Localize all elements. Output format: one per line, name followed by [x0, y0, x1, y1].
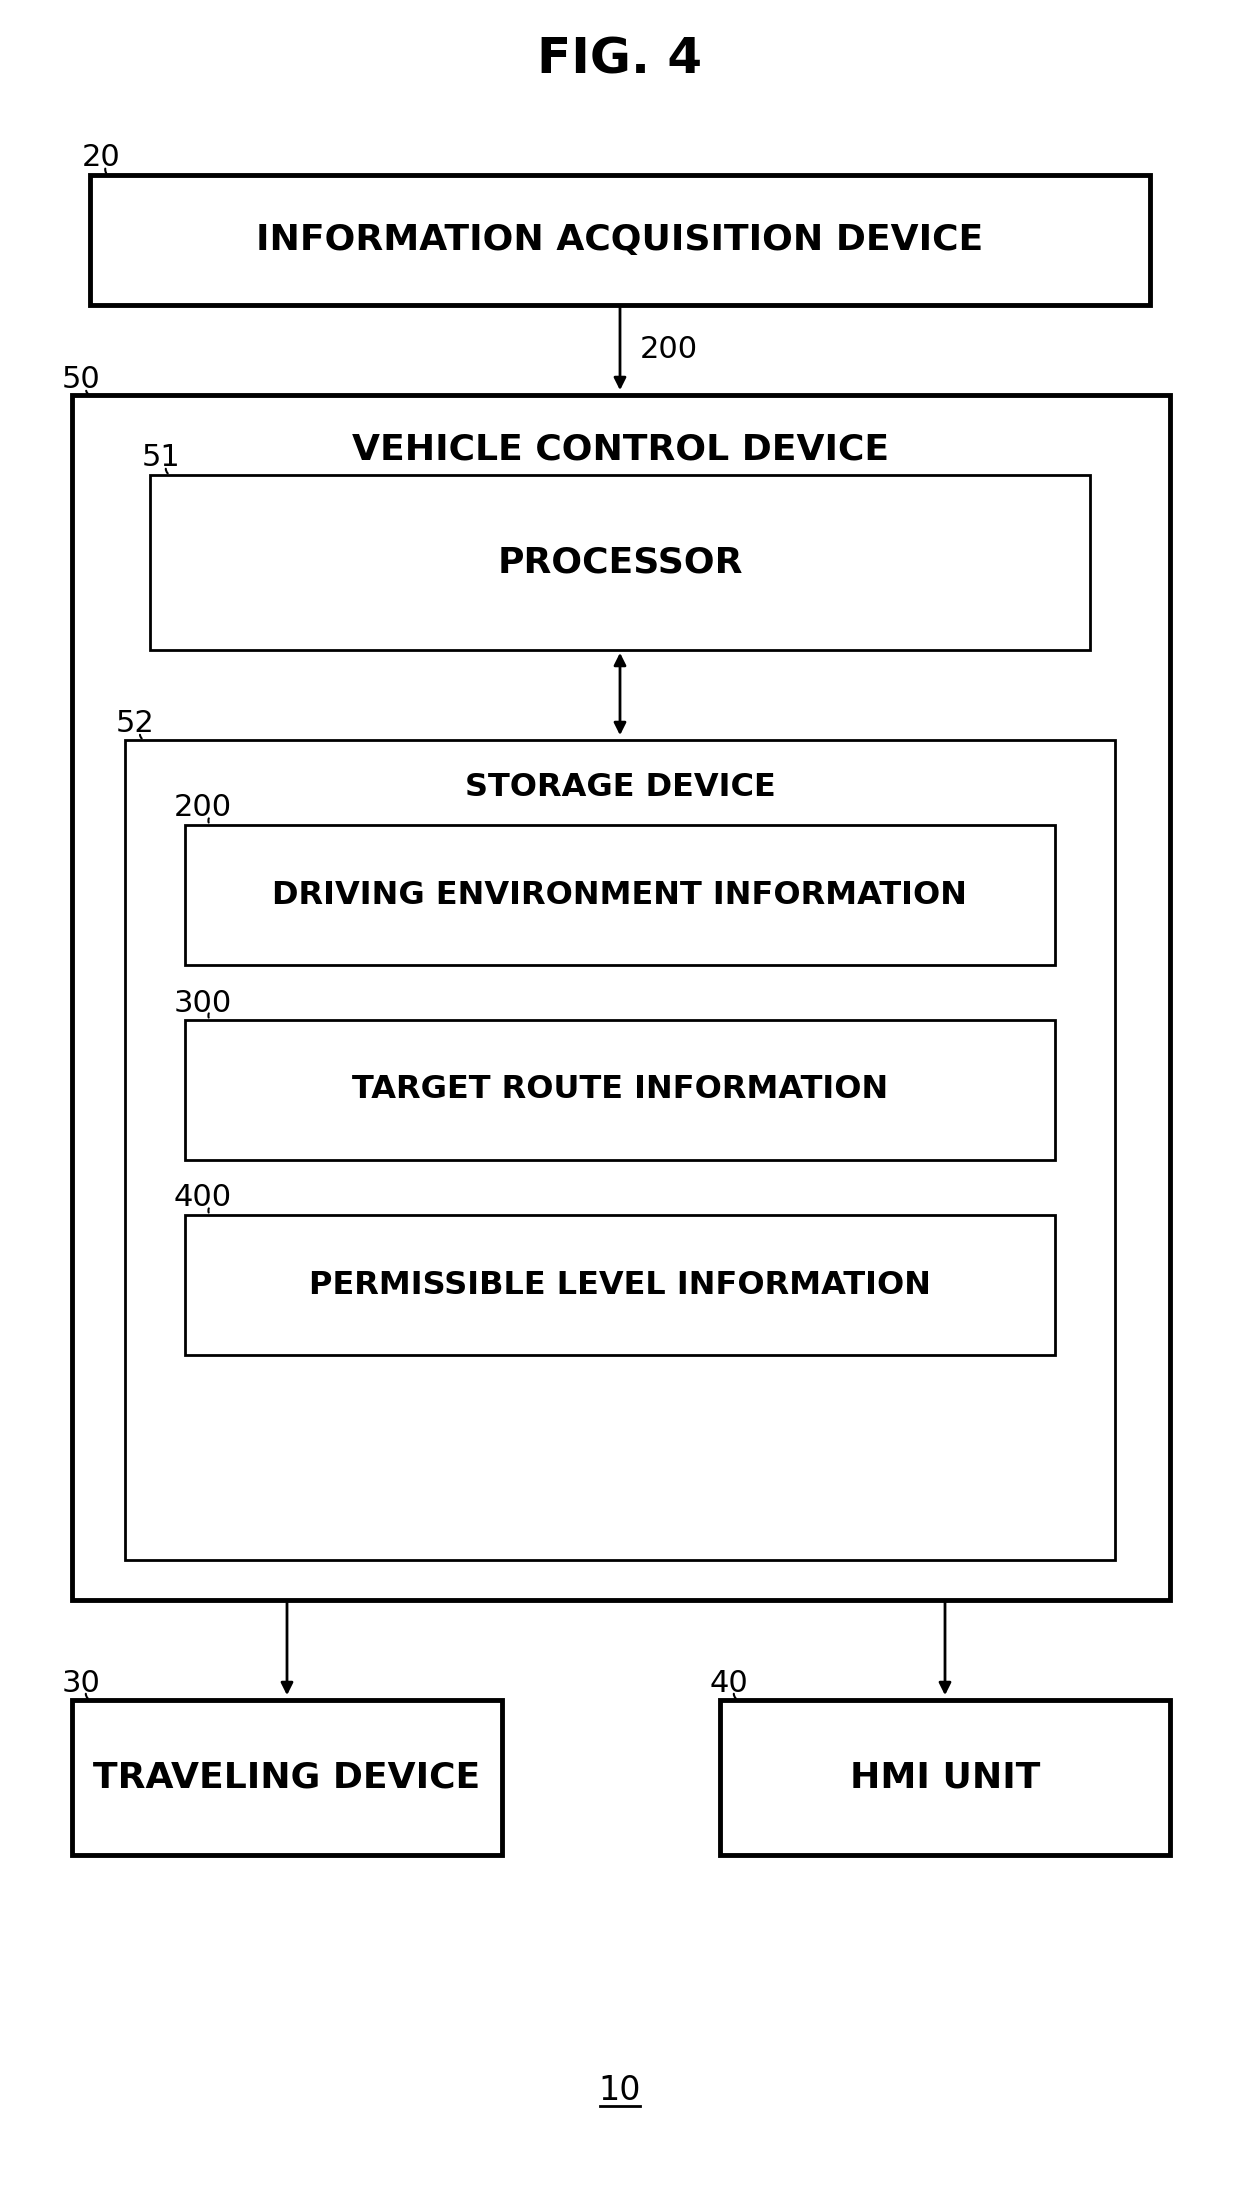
Text: HMI UNIT: HMI UNIT: [849, 1760, 1040, 1796]
Text: PROCESSOR: PROCESSOR: [497, 547, 743, 579]
Bar: [720, 1699, 1171, 1855]
Text: STORAGE DEVICE: STORAGE DEVICE: [465, 773, 775, 803]
Text: 51: 51: [143, 443, 181, 472]
Text: 200: 200: [640, 336, 698, 364]
Text: 300: 300: [174, 988, 232, 1018]
Bar: [72, 1699, 502, 1855]
Text: 400: 400: [174, 1183, 232, 1212]
Text: 10: 10: [599, 2074, 641, 2107]
Text: INFORMATION ACQUISITION DEVICE: INFORMATION ACQUISITION DEVICE: [257, 224, 983, 257]
Text: TRAVELING DEVICE: TRAVELING DEVICE: [93, 1760, 481, 1796]
Bar: [185, 1021, 1055, 1159]
Text: 20: 20: [82, 143, 120, 173]
Bar: [150, 474, 1090, 650]
Bar: [72, 395, 1171, 1600]
Text: 52: 52: [117, 709, 155, 738]
Text: PERMISSIBLE LEVEL INFORMATION: PERMISSIBLE LEVEL INFORMATION: [309, 1269, 931, 1299]
Text: TARGET ROUTE INFORMATION: TARGET ROUTE INFORMATION: [352, 1076, 888, 1106]
Bar: [91, 176, 1149, 305]
Bar: [125, 740, 1115, 1561]
Text: 30: 30: [62, 1668, 100, 1697]
Bar: [185, 825, 1055, 966]
Text: FIG. 4: FIG. 4: [537, 35, 703, 83]
Text: 40: 40: [711, 1668, 749, 1697]
Text: 50: 50: [62, 367, 100, 395]
Text: 200: 200: [174, 795, 232, 823]
Text: DRIVING ENVIRONMENT INFORMATION: DRIVING ENVIRONMENT INFORMATION: [273, 880, 967, 911]
Bar: [185, 1216, 1055, 1354]
Text: VEHICLE CONTROL DEVICE: VEHICLE CONTROL DEVICE: [352, 432, 889, 468]
